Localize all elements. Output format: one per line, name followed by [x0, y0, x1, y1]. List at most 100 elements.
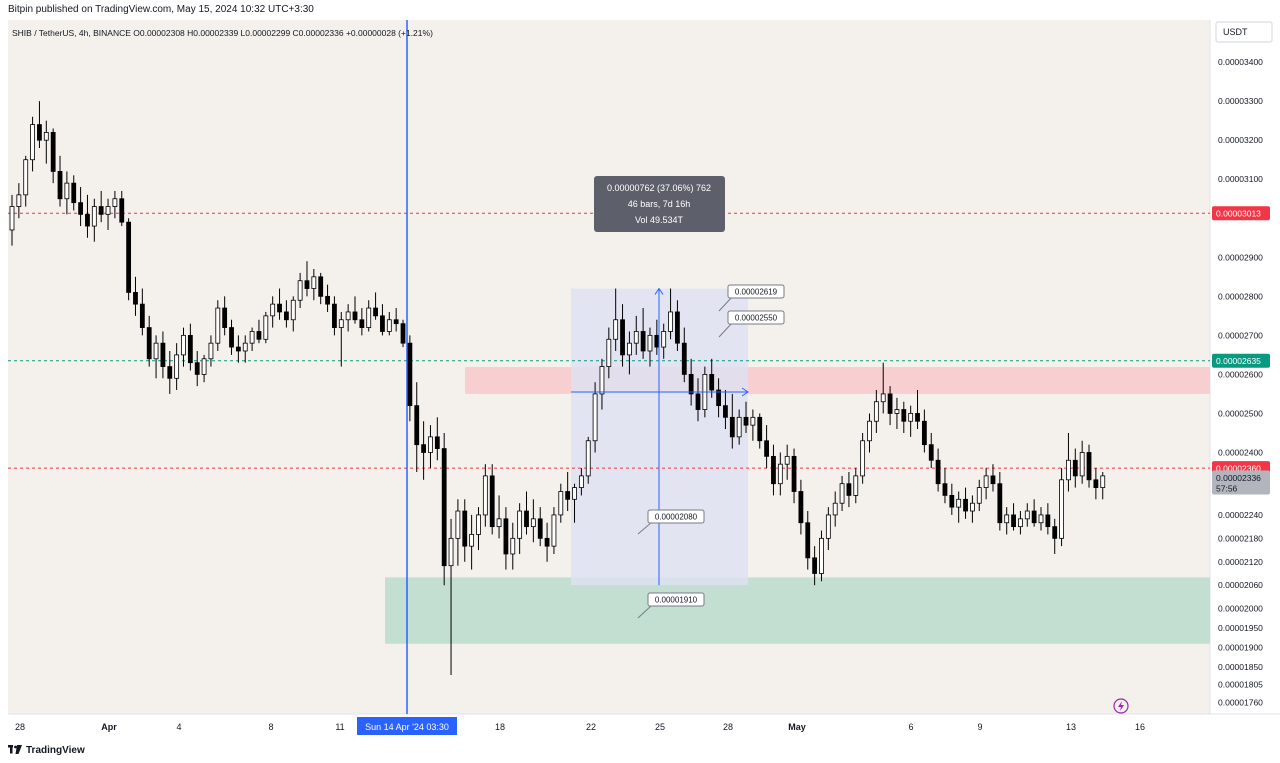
price-tick-label: 0.00002240 — [1218, 510, 1263, 520]
candle — [85, 194, 90, 238]
bear-candle-body — [928, 444, 934, 461]
bull-candle-body — [825, 514, 831, 539]
bear-candle-body — [160, 342, 166, 367]
callout-box — [647, 509, 705, 524]
candle — [448, 518, 454, 675]
bear-candle-body — [229, 327, 234, 348]
bear-candle-body — [771, 455, 776, 485]
callout-text: 0.00002080 — [655, 513, 698, 522]
candle — [30, 116, 35, 172]
price-tick-label: 0.00003300 — [1218, 96, 1263, 106]
candle — [819, 530, 824, 582]
measure-arrow-head — [741, 387, 749, 397]
candle — [407, 335, 413, 422]
candle — [98, 190, 104, 223]
bear-candle-body — [37, 124, 42, 141]
bull-candle-body — [112, 198, 118, 207]
candle — [105, 198, 111, 230]
brand-name: TradingView — [26, 744, 85, 756]
bear-candle-body — [1086, 452, 1092, 481]
candle — [976, 479, 982, 512]
candle — [517, 503, 523, 554]
bull-candle-body — [290, 299, 296, 321]
price-label-3013-bg — [1212, 206, 1270, 221]
candle — [695, 378, 701, 422]
bear-candle-body — [167, 366, 173, 379]
bear-candle-body — [400, 323, 406, 344]
bull-candle-body — [455, 510, 461, 539]
bear-candle-body — [1052, 526, 1058, 539]
time-tick-label: 4 — [176, 722, 181, 732]
candle — [455, 499, 461, 566]
price-tick-label: 0.00002180 — [1218, 533, 1263, 543]
candle — [983, 468, 989, 500]
lightning-icon[interactable] — [1113, 698, 1129, 714]
bear-candle-body — [997, 483, 1003, 524]
bull-candle-body — [578, 475, 584, 489]
symbol-ohlc-text: SHIB / TetherUS, 4h, BINANCE O0.00002308… — [12, 28, 433, 38]
bull-candle-body — [661, 331, 667, 348]
candle — [956, 491, 962, 523]
candle — [1066, 432, 1071, 492]
candle — [887, 386, 893, 426]
price-tick-label: 0.00003200 — [1218, 135, 1263, 145]
candle — [825, 507, 831, 551]
published-bar: Bitpin published on TradingView.com, May… — [0, 0, 1280, 20]
candle — [1093, 468, 1099, 500]
bull-candle-body — [592, 393, 598, 442]
price-tick-label: 0.00002600 — [1218, 369, 1263, 379]
candle — [908, 405, 914, 437]
candle — [318, 272, 324, 305]
measure-arrow-head — [654, 287, 664, 295]
time-tick-label: 25 — [655, 722, 665, 732]
time-tick-label: 18 — [495, 722, 505, 732]
bull-candle-body — [476, 514, 481, 535]
bear-candle-body — [675, 311, 680, 344]
bull-candle-body — [599, 366, 605, 395]
candle — [613, 288, 619, 351]
bull-candle-body — [606, 338, 612, 367]
price-tick-label: 0.00001850 — [1218, 662, 1263, 672]
bull-candle-body — [976, 487, 982, 504]
bull-candle-body — [1004, 514, 1010, 524]
candle — [373, 292, 378, 320]
bull-candle-body — [668, 311, 673, 332]
candle — [16, 183, 22, 219]
candle — [1031, 499, 1037, 527]
candle — [283, 300, 289, 328]
bull-candle-body — [428, 436, 433, 453]
bull-candle-body — [1100, 475, 1106, 489]
bull-candle-body — [297, 280, 303, 301]
candle — [242, 335, 248, 363]
bear-candle-body — [640, 331, 646, 352]
candle — [1004, 507, 1010, 535]
bull-candle-body — [386, 319, 392, 332]
candle — [421, 421, 427, 480]
candle — [627, 331, 632, 375]
bear-candle-body — [71, 182, 77, 204]
bear-candle-body — [935, 459, 941, 485]
candle — [839, 475, 845, 512]
candle — [990, 464, 996, 492]
callout-2619: 0.00002619 — [718, 284, 785, 312]
bull-candle-body — [1079, 452, 1085, 477]
candle — [805, 511, 811, 570]
bear-candle-body — [1072, 459, 1078, 477]
price-tick-label: 0.00002000 — [1218, 604, 1263, 614]
candle — [681, 327, 687, 383]
bear-candle-body — [373, 307, 378, 317]
bull-candle-body — [43, 131, 49, 141]
bull-candle-body — [174, 354, 180, 379]
candle — [414, 382, 420, 472]
candle — [791, 448, 797, 504]
bear-candle-body — [332, 303, 337, 328]
bear-candle-body — [462, 510, 468, 547]
bear-candle-body — [688, 374, 694, 395]
bull-candle-body — [819, 537, 824, 574]
bear-candle-body — [1045, 514, 1051, 528]
candle — [50, 128, 56, 184]
candle — [853, 468, 859, 504]
candle — [997, 471, 1003, 531]
candle — [71, 175, 77, 211]
